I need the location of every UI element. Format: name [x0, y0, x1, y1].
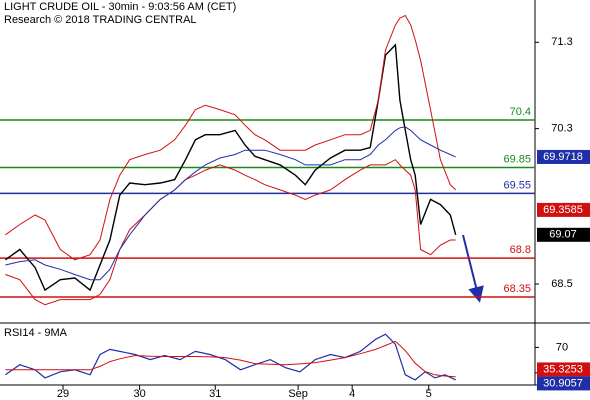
level-label: 69.55: [503, 179, 531, 191]
x-tick-label: 5: [426, 388, 432, 400]
x-tick-label: 4: [349, 388, 355, 400]
level-label: 70.4: [510, 106, 531, 118]
chart-subtitle: Research © 2018 TRADING CENTRAL: [4, 14, 197, 26]
y-tick-label: 68.5: [551, 278, 572, 290]
series-line: [5, 159, 456, 306]
level-label: 68.8: [510, 244, 531, 256]
rsi-title: RSI14 - 9MA: [4, 327, 68, 339]
price-marker: [537, 362, 590, 377]
series-line: [5, 340, 456, 378]
level-label: 68.35: [503, 283, 531, 295]
price-marker-label: 69.07: [549, 229, 577, 241]
y-tick-label: 71.3: [551, 36, 572, 48]
x-tick-label: 30: [133, 388, 145, 400]
price-marker: [537, 202, 590, 217]
level-label: 69.85: [503, 153, 531, 165]
x-tick-label: 31: [209, 388, 221, 400]
series-line: [5, 126, 456, 281]
price-marker-label: 30.9057: [543, 377, 583, 389]
series-line: [4, 43, 457, 292]
price-marker: [537, 149, 590, 164]
price-marker: [537, 227, 590, 242]
forecast-arrow: [462, 234, 484, 303]
x-tick-label: 29: [57, 388, 69, 400]
chart-title: LIGHT CRUDE OIL - 30min - 9:03:56 AM (CE…: [4, 1, 236, 13]
price-marker: [537, 376, 590, 391]
price-marker-label: 69.3585: [543, 204, 583, 216]
y-tick-label: 70: [556, 341, 568, 353]
series-line: [5, 333, 456, 381]
price-marker-label: 35.3253: [543, 363, 583, 375]
y-tick-label: 70.3: [551, 123, 572, 135]
price-marker-label: 69.9718: [543, 151, 583, 163]
x-tick-label: Sep: [288, 388, 308, 400]
series-line: [5, 14, 457, 261]
